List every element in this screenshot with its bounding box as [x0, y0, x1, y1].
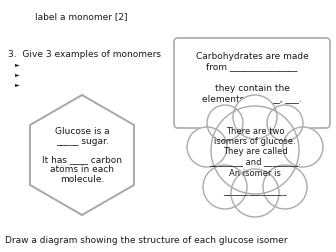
- Circle shape: [187, 127, 227, 167]
- Text: ►: ►: [15, 62, 20, 67]
- Text: Carbohydrates are made: Carbohydrates are made: [196, 52, 308, 61]
- Text: isomers of glucose.: isomers of glucose.: [214, 137, 296, 146]
- Text: from _______________: from _______________: [206, 62, 298, 71]
- Text: Glucose is a: Glucose is a: [55, 127, 109, 136]
- Text: molecule.: molecule.: [60, 175, 104, 184]
- Circle shape: [203, 165, 247, 209]
- FancyBboxPatch shape: [174, 38, 330, 128]
- Text: Draw a diagram showing the structure of each glucose isomer: Draw a diagram showing the structure of …: [5, 236, 288, 245]
- Circle shape: [207, 105, 243, 141]
- Text: It has ____ carbon: It has ____ carbon: [42, 155, 122, 164]
- Text: There are two: There are two: [226, 127, 284, 136]
- Text: they contain the: they contain the: [215, 84, 289, 93]
- Text: 3.  Give 3 examples of monomers: 3. Give 3 examples of monomers: [8, 50, 161, 59]
- Circle shape: [231, 169, 279, 217]
- Text: ________ and ________.: ________ and ________.: [209, 157, 301, 166]
- Text: ►: ►: [15, 72, 20, 77]
- Text: elements ___, ___, ___.: elements ___, ___, ___.: [202, 94, 302, 103]
- Text: ►: ►: [15, 82, 20, 87]
- Circle shape: [233, 95, 277, 139]
- Text: label a monomer [2]: label a monomer [2]: [35, 12, 127, 21]
- Circle shape: [283, 127, 323, 167]
- Text: They are called: They are called: [223, 147, 287, 156]
- Polygon shape: [30, 95, 134, 215]
- Text: atoms in each: atoms in each: [50, 165, 114, 174]
- Circle shape: [211, 106, 299, 194]
- Circle shape: [263, 165, 307, 209]
- Text: An isomer is: An isomer is: [229, 169, 281, 178]
- Circle shape: [267, 105, 303, 141]
- Text: _____ sugar.: _____ sugar.: [56, 137, 109, 146]
- Text: _______________: _______________: [223, 187, 287, 196]
